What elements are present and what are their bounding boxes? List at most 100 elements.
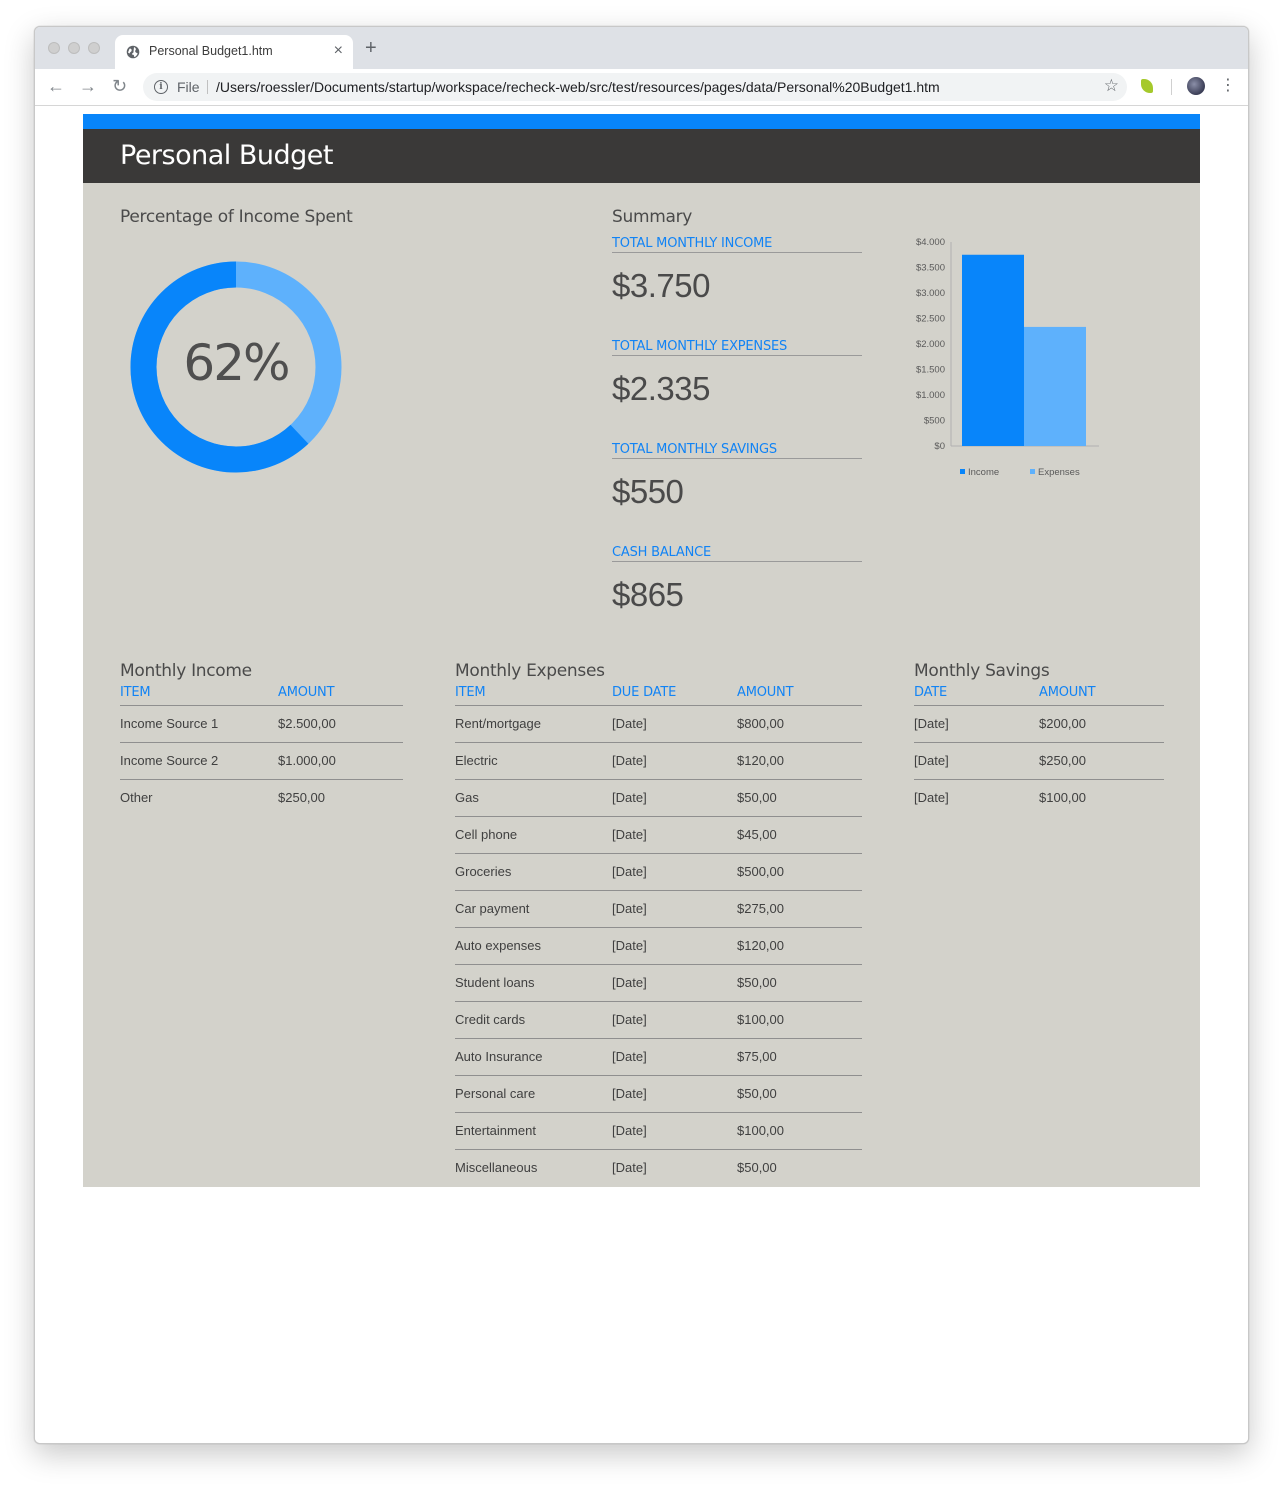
table-row: [Date] $250,00 [914,743,1164,780]
browser-window: Personal Budget1.htm × + ← → ↻ i File /U… [34,26,1249,1444]
table-row: Car payment [Date] $275,00 [455,891,862,928]
y-tick-label: $0 [934,441,945,452]
summary-label: CASH BALANCE [612,545,862,562]
tab-strip: Personal Budget1.htm × + [35,27,1248,69]
table-cell: [Date] [612,975,647,990]
table-cell: $75,00 [737,1049,777,1064]
table-cell: Car payment [455,901,530,916]
table-cell: Cell phone [455,827,518,842]
back-button[interactable]: ← [47,76,65,96]
summary-item-savings: TOTAL MONTHLY SAVINGS $550 [612,442,862,511]
budget-page: Personal Budget Percentage of Income Spe… [83,114,1200,1187]
minimize-window-button[interactable] [68,42,80,54]
table-cell: $1.000,00 [278,753,336,768]
column-header: AMOUNT [278,685,335,700]
forward-button[interactable]: → [79,76,97,96]
table-cell: Groceries [455,864,512,879]
table-cell: [Date] [612,1123,647,1138]
table-row: Gas [Date] $50,00 [455,780,862,817]
table-cell: $100,00 [1039,790,1086,805]
table-cell: Auto expenses [455,938,542,953]
table-cell: [Date] [612,790,647,805]
y-tick-label: $1.500 [916,365,945,376]
table-cell: $100,00 [737,1012,784,1027]
url-text[interactable]: /Users/roessler/Documents/startup/worksp… [216,79,940,95]
y-tick-label: $1.000 [916,390,945,401]
table-cell: $250,00 [278,790,325,805]
bar-expenses [1024,326,1086,446]
table-cell: $50,00 [737,975,777,990]
legend-label-expenses: Expenses [1038,467,1080,478]
column-header: AMOUNT [1039,685,1096,700]
table-row: Electric [Date] $120,00 [455,743,862,780]
close-tab-icon[interactable]: × [333,42,343,59]
table-cell: $800,00 [737,716,784,731]
summary-value: $3.750 [612,267,710,304]
table-cell: Auto Insurance [455,1049,543,1064]
reload-button[interactable]: ↻ [112,76,128,96]
y-tick-label: $4.000 [916,237,945,248]
percentage-value: 62% [183,334,290,392]
table-cell: Income Source 2 [120,753,219,768]
table-row: Rent/mortgage [Date] $800,00 [455,706,862,743]
page-title: Personal Budget [120,140,333,171]
y-tick-label: $2.500 [916,314,945,325]
profile-avatar-icon[interactable] [1187,77,1205,95]
table-cell: Student loans [455,975,535,990]
table-cell: [Date] [612,753,647,768]
table-cell: Other [120,790,153,805]
summary-value: $550 [612,473,684,510]
table-cell: $2.500,00 [278,716,336,731]
income-expenses-bar-chart: $0 $500 $1.000 $1.500 $2.000 $2.500 $3.000 $3.5… [916,237,1099,478]
table-row: Miscellaneous [Date] $50,00 [455,1150,862,1186]
bar-income [962,254,1024,446]
table-cell: Personal care [455,1086,536,1101]
info-icon[interactable]: i [154,80,168,94]
table-cell: $100,00 [737,1123,784,1138]
summary-value: $2.335 [612,370,710,407]
legend-label-income: Income [968,467,999,478]
summary-label: TOTAL MONTHLY SAVINGS [612,442,862,459]
y-tick-label: $2.000 [916,339,945,350]
summary-item-cash-balance: CASH BALANCE $865 [612,545,862,614]
page-viewport: Personal Budget Percentage of Income Spe… [35,106,1248,1443]
table-cell: $500,00 [737,864,784,879]
new-tab-button[interactable]: + [365,37,377,59]
tab-personal-budget[interactable]: Personal Budget1.htm × [115,35,353,69]
table-cell: [Date] [612,1160,647,1175]
summary-item-expenses: TOTAL MONTHLY EXPENSES $2.335 [612,339,862,408]
table-cell: Credit cards [455,1012,526,1027]
table-row: Personal care [Date] $50,00 [455,1076,862,1113]
table-row: Income Source 2 $1.000,00 [120,743,403,780]
column-header: AMOUNT [737,685,794,700]
accent-bar [83,114,1200,129]
table-cell: [Date] [612,1049,647,1064]
url-separator [207,80,208,94]
table-cell: Entertainment [455,1123,536,1138]
table-row: Other $250,00 [120,780,403,816]
zoom-window-button[interactable] [88,42,100,54]
table-cell: Rent/mortgage [455,716,541,731]
table-cell: [Date] [914,753,949,768]
browser-menu-icon[interactable]: ⋮ [1220,77,1236,94]
summary-label: TOTAL MONTHLY EXPENSES [612,339,862,356]
table-cell: [Date] [612,901,647,916]
savings-heading: Monthly Savings [914,661,1050,681]
column-header: DUE DATE [612,685,677,700]
table-cell: $50,00 [737,1160,777,1175]
table-cell: $275,00 [737,901,784,916]
extension-leaf-icon[interactable] [1141,79,1153,93]
tab-title: Personal Budget1.htm [149,44,273,58]
table-row: Groceries [Date] $500,00 [455,854,862,891]
income-heading: Monthly Income [120,661,252,681]
table-cell: Miscellaneous [455,1160,538,1175]
table-cell: [Date] [612,1086,647,1101]
title-bar: Personal Budget [83,129,1200,183]
close-window-button[interactable] [48,42,60,54]
bookmark-star-icon[interactable]: ☆ [1103,76,1119,95]
legend-swatch-income [960,469,965,474]
expenses-table: ITEM DUE DATE AMOUNT Rent/mortgage [Date] $80… [455,685,862,1186]
address-bar[interactable]: i File /Users/roessler/Documents/startup… [143,73,1127,101]
table-row: Credit cards [Date] $100,00 [455,1002,862,1039]
table-row: Auto Insurance [Date] $75,00 [455,1039,862,1076]
